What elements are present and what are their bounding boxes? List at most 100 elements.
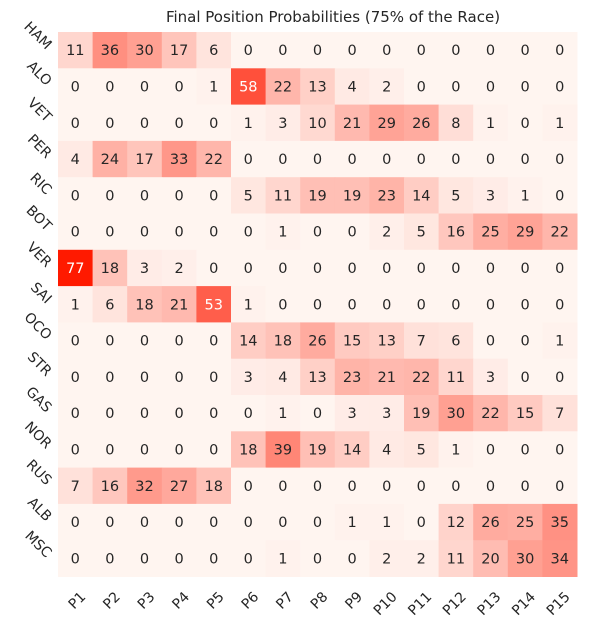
cell-value-label: 0 — [174, 442, 183, 458]
heatmap-cell — [404, 213, 440, 251]
cell-value-label: 26 — [308, 334, 326, 350]
heatmap-cell — [473, 286, 509, 323]
cell-value-label: 24 — [101, 152, 119, 168]
cell-value-label: 0 — [71, 188, 80, 204]
heatmap-cell — [369, 358, 405, 396]
cell-value-label: 11 — [66, 43, 84, 59]
heatmap-cell — [473, 503, 509, 541]
heatmap-cell — [300, 213, 336, 251]
cell-value-label: 19 — [412, 406, 430, 422]
cell-value-label: 0 — [105, 406, 114, 422]
cell-value-label: 1 — [209, 79, 218, 95]
cell-value-label: 0 — [244, 43, 253, 59]
cell-value-label: 53 — [204, 297, 222, 313]
x-tick-label: P2 — [100, 589, 124, 613]
x-tick-label: P3 — [135, 589, 159, 613]
heatmap-cell — [369, 213, 405, 251]
cell-value-label: 0 — [486, 297, 495, 313]
heatmap-cell — [196, 540, 232, 577]
heatmap-cell — [542, 249, 578, 287]
heatmap-cell — [92, 140, 128, 178]
heatmap-cell — [58, 140, 94, 178]
heatmap-cell — [542, 177, 578, 214]
heatmap-cell — [369, 68, 405, 106]
x-tick-label: P11 — [405, 589, 435, 619]
cell-value-label: 18 — [135, 297, 153, 313]
heatmap-cell — [231, 249, 267, 287]
x-tick-label: P10 — [371, 589, 401, 619]
heatmap-cell — [334, 286, 370, 323]
cell-value-label: 1 — [244, 116, 253, 132]
cell-value-label: 0 — [417, 43, 426, 59]
cell-value-label: 1 — [244, 297, 253, 313]
heatmap-cell — [127, 431, 163, 469]
heatmap-cell — [92, 32, 128, 69]
cell-value-label: 16 — [447, 225, 465, 241]
heatmap-cell — [369, 395, 405, 432]
cell-value-label: 0 — [555, 43, 564, 59]
cell-value-label: 29 — [377, 116, 395, 132]
heatmap-cell — [438, 322, 474, 360]
cell-value-label: 0 — [347, 297, 356, 313]
cell-value-label: 12 — [447, 515, 465, 531]
y-tick-label: ALO — [23, 58, 54, 89]
cell-value-label: 33 — [170, 152, 188, 168]
cell-value-label: 58 — [239, 79, 257, 95]
cell-value-label: 22 — [412, 370, 430, 386]
y-tick-label: MSC — [21, 528, 54, 561]
cell-value-label: 15 — [516, 406, 534, 422]
heatmap-cell — [542, 358, 578, 396]
heatmap-cell — [473, 177, 509, 214]
heatmap-cell — [161, 540, 197, 577]
cell-value-label: 0 — [174, 116, 183, 132]
cell-value-label: 26 — [481, 515, 499, 531]
cell-value-label: 0 — [520, 79, 529, 95]
cell-value-label: 14 — [343, 442, 361, 458]
cell-value-label: 0 — [105, 334, 114, 350]
heatmap-cell — [404, 395, 440, 432]
heatmap-cell — [58, 395, 94, 432]
cell-value-label: 0 — [105, 442, 114, 458]
heatmap-cell — [438, 249, 474, 287]
cell-value-label: 0 — [451, 152, 460, 168]
heatmap-cell — [300, 32, 336, 69]
x-tick-label: P15 — [544, 589, 574, 619]
heatmap-cell — [265, 32, 301, 69]
cell-value-label: 0 — [71, 442, 80, 458]
heatmap-cell — [92, 322, 128, 360]
heatmap-cell — [92, 286, 128, 323]
heatmap-cell — [507, 249, 543, 287]
cell-value-label: 0 — [174, 79, 183, 95]
cell-value-label: 0 — [417, 479, 426, 495]
cell-value-label: 0 — [278, 479, 287, 495]
cell-value-label: 0 — [451, 43, 460, 59]
heatmap-cell — [161, 249, 197, 287]
cell-value-label: 16 — [101, 479, 119, 495]
heatmap-cell — [265, 540, 301, 577]
cell-value-label: 4 — [71, 152, 80, 168]
cell-value-label: 0 — [382, 479, 391, 495]
cell-value-label: 0 — [174, 334, 183, 350]
heatmap-cell — [161, 431, 197, 469]
heatmap-cell — [196, 140, 232, 178]
cell-value-label: 19 — [308, 188, 326, 204]
heatmap-cell — [438, 395, 474, 432]
heatmap-cell — [265, 177, 301, 214]
cell-value-label: 4 — [382, 442, 391, 458]
cell-value-label: 23 — [377, 188, 395, 204]
cell-value-label: 21 — [377, 370, 395, 386]
heatmap-cell — [438, 467, 474, 505]
heatmap-cell — [196, 286, 232, 323]
cell-value-label: 0 — [313, 261, 322, 277]
heatmap-cell — [300, 540, 336, 577]
cell-value-label: 0 — [174, 370, 183, 386]
heatmap-cell — [334, 540, 370, 577]
cell-value-label: 3 — [382, 406, 391, 422]
cell-value-label: 0 — [555, 79, 564, 95]
cell-value-label: 0 — [105, 551, 114, 567]
cell-value-label: 0 — [382, 152, 391, 168]
heatmap-cell — [58, 358, 94, 396]
cell-value-label: 10 — [308, 116, 326, 132]
cell-value-label: 0 — [209, 334, 218, 350]
heatmap-cell — [334, 358, 370, 396]
